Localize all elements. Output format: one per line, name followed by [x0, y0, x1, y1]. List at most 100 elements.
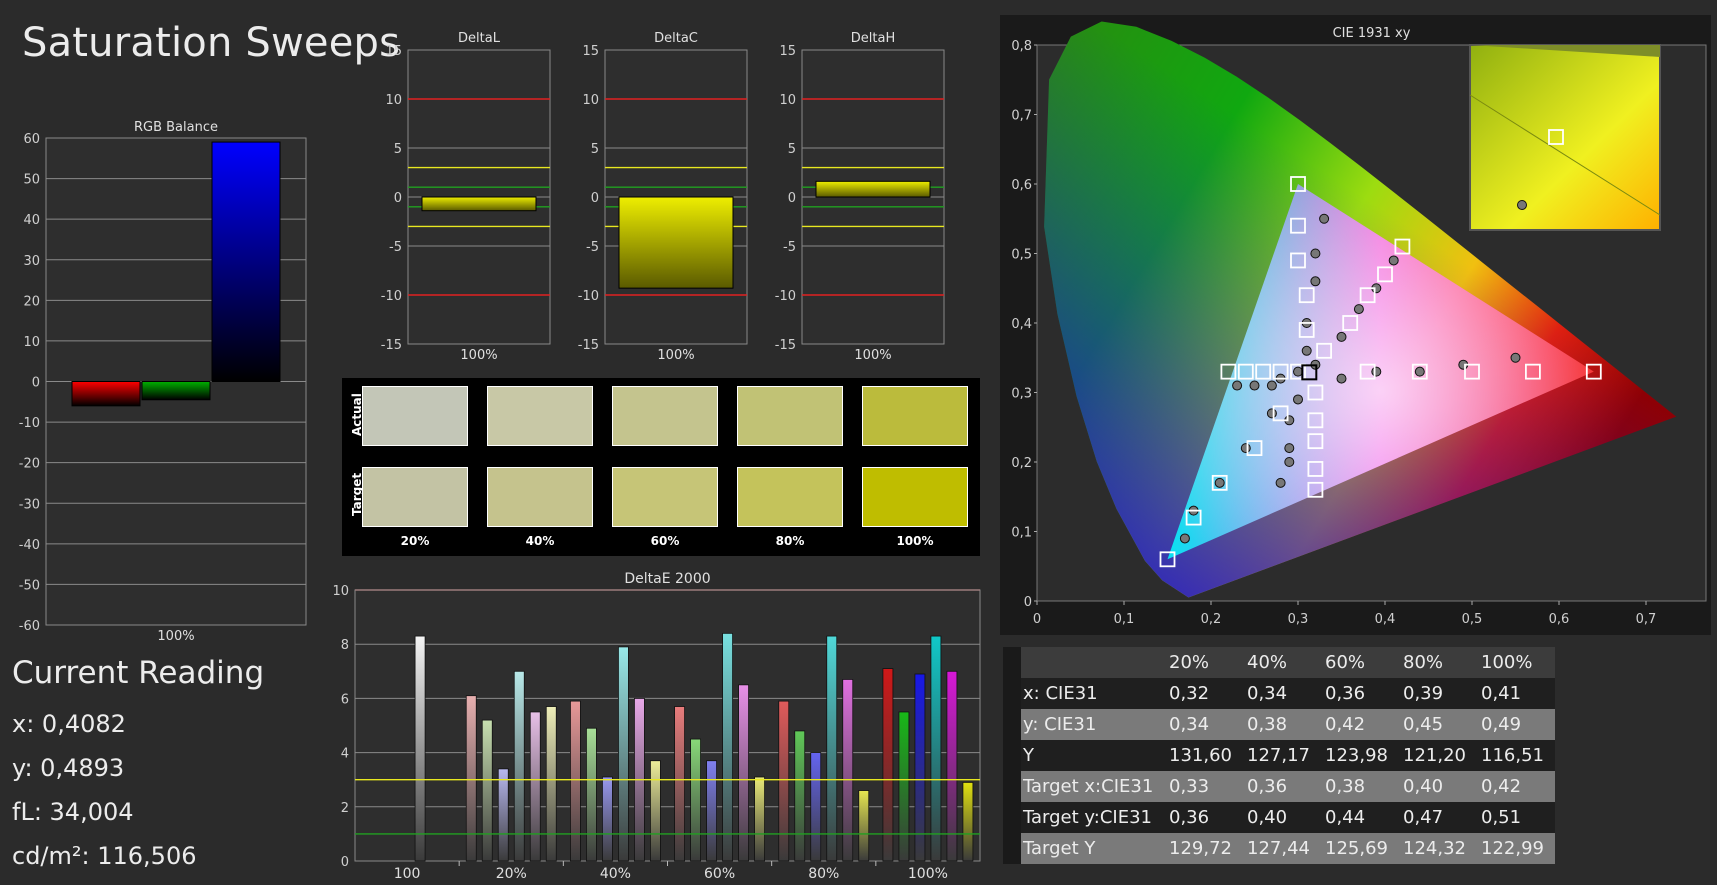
- chart-title: DeltaC: [654, 31, 698, 46]
- table-cell: 0,36: [1321, 678, 1399, 709]
- target-square: [1359, 287, 1376, 304]
- table-row-label: Target y:CIE31: [1021, 802, 1165, 833]
- y-tick-label: 4: [341, 747, 349, 762]
- table-cell: 0,32: [1165, 678, 1243, 709]
- rgb-balance-chart: 60 50 40 30 20 10 0 -10 -20 -30 -40 -50 -60 RGB Balan…: [19, 120, 307, 644]
- y-tick-label: 15: [385, 44, 402, 59]
- table-cell: 0,34: [1243, 678, 1321, 709]
- swatch-panel: Actual Target 20% 40% 60% 80% 100%: [342, 378, 980, 556]
- target-swatch: [737, 467, 843, 527]
- y-tick-label: 0,2: [1011, 456, 1032, 471]
- delta-bar: [421, 196, 537, 212]
- swatch-label: 80%: [775, 534, 805, 548]
- target-swatch: [362, 467, 468, 527]
- table-spacer: [1003, 802, 1021, 833]
- y-tick-label: 50: [23, 173, 40, 188]
- delta-e-bar: [706, 760, 717, 862]
- delta-e-bar: [810, 752, 822, 862]
- swatch-label: 40%: [525, 534, 555, 548]
- y-tick-label: -50: [19, 578, 40, 593]
- delta-e-bar: [962, 782, 974, 862]
- table-spacer: [1003, 740, 1021, 771]
- table-cell: 0,44: [1321, 802, 1399, 833]
- plot-area: [354, 589, 981, 862]
- swatch-label: 60%: [650, 534, 680, 548]
- delta-e-bar: [858, 790, 870, 862]
- table-cell: 0,40: [1399, 771, 1477, 802]
- x-tick-label: 100%: [157, 629, 194, 644]
- x-tick-label: 100%: [657, 348, 694, 363]
- actual-swatch: [612, 386, 718, 446]
- x-tick-label: 60%: [704, 866, 735, 882]
- delta-e-bar: [722, 632, 733, 862]
- y-tick-label: 0,8: [1011, 39, 1032, 54]
- table-header-row: 20% 40% 60% 80% 100%: [1003, 647, 1555, 678]
- measured-point: [1284, 457, 1295, 467]
- table-row-label: x: CIE31: [1021, 678, 1165, 709]
- table-cell: 127,44: [1243, 833, 1321, 864]
- table-cell: 0,49: [1477, 709, 1555, 740]
- cie-panel: CIE 1931 xy 0 0,1 0,2 0,3 0,4 0,5 0,6 0,7 0,8 0 0,1…: [1000, 15, 1711, 635]
- measured-point: [1275, 477, 1286, 488]
- delta-e-chart: 10 8 6 4 2 0 DeltaE 2000 100 20% 40% 60% 80% 100%: [332, 571, 981, 882]
- delta-e-bar: [842, 679, 854, 862]
- table-row-label: Target x:CIE31: [1021, 771, 1165, 802]
- y-tick-label: 10: [332, 584, 349, 599]
- table-row: y: CIE31 0,34 0,38 0,42 0,45 0,49: [1003, 709, 1555, 740]
- table-cell: 123,98: [1321, 740, 1399, 771]
- measured-point: [1371, 366, 1382, 377]
- y-tick-label: 10: [582, 93, 599, 108]
- page-title: Saturation Sweeps: [22, 20, 401, 66]
- measured-point: [1293, 366, 1303, 377]
- table-cell: 0,40: [1243, 802, 1321, 833]
- y-tick-label: 0: [1024, 595, 1032, 610]
- x-tick-label: 20%: [496, 866, 527, 882]
- y-tick-label: -5: [389, 240, 402, 255]
- actual-swatch: [362, 386, 468, 446]
- table-cell: 125,69: [1321, 833, 1399, 864]
- delta-e-bar: [898, 711, 910, 862]
- delta-l-chart: 15 10 5 0 -5 -10 -15 DeltaL 100%: [381, 31, 551, 363]
- measured-point: [1319, 213, 1330, 224]
- target-square: [1290, 176, 1306, 192]
- target-swatch: [487, 467, 593, 527]
- table-cell: 127,17: [1243, 740, 1321, 771]
- table-cell: 116,51: [1477, 740, 1555, 771]
- table-header-cell: 20%: [1165, 647, 1243, 678]
- cie-chart: CIE 1931 xy 0 0,1 0,2 0,3 0,4 0,5 0,6 0,7 0,8 0 0,1…: [1011, 21, 1707, 627]
- target-square: [1290, 217, 1306, 234]
- y-tick-label: 30: [23, 254, 40, 269]
- table-cell: 129,72: [1165, 833, 1243, 864]
- delta-bar: [815, 180, 931, 198]
- y-tick-label: 0,1: [1011, 526, 1032, 541]
- chart-title: DeltaE 2000: [624, 571, 710, 587]
- table-cell: 0,38: [1243, 709, 1321, 740]
- rgb-bar: [211, 141, 281, 382]
- y-tick-label: 0,6: [1011, 178, 1032, 193]
- x-tick-label: 100%: [460, 348, 497, 363]
- table-cell: 0,45: [1399, 709, 1477, 740]
- measured-point: [1388, 255, 1399, 266]
- measured-point: [1284, 443, 1295, 454]
- measured-point: [1336, 373, 1347, 384]
- target-square: [1307, 384, 1324, 401]
- x-tick-label: 80%: [808, 866, 839, 882]
- measured-point: [1240, 443, 1251, 454]
- y-tick-label: 0: [341, 855, 349, 870]
- y-tick-label: 0,5: [1011, 248, 1032, 263]
- x-tick-label: 0,6: [1549, 612, 1570, 627]
- x-tick-label: 0,2: [1201, 612, 1222, 627]
- target-square: [1298, 322, 1315, 338]
- target-square: [1307, 481, 1324, 498]
- delta-e-bar: [690, 738, 701, 862]
- current-reading-title: Current Reading: [12, 655, 265, 691]
- stats-table: 20% 40% 60% 80% 100% x: CIE31 0,32 0,34 0,36 0,39…: [1003, 647, 1555, 864]
- delta-e-bar: [914, 673, 926, 862]
- target-square: [1316, 342, 1333, 359]
- table-cell: 0,33: [1165, 771, 1243, 802]
- y-tick-label: 6: [341, 692, 349, 707]
- inset-target-square: [1548, 129, 1564, 145]
- swatch-label: 100%: [896, 534, 934, 548]
- chart-title: CIE 1931 xy: [1333, 26, 1411, 41]
- y-tick-label: 0: [591, 191, 599, 206]
